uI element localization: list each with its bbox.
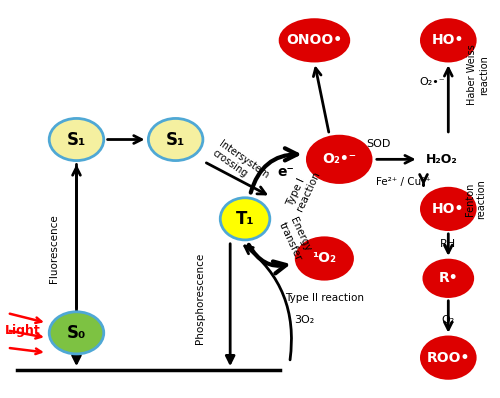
Ellipse shape: [307, 136, 372, 183]
Text: R•: R•: [438, 271, 458, 285]
Ellipse shape: [49, 119, 104, 160]
Text: Fluorescence: Fluorescence: [49, 214, 59, 283]
Text: HO•: HO•: [432, 202, 464, 216]
Text: O₂•⁻: O₂•⁻: [420, 78, 446, 88]
Text: ¹O₂: ¹O₂: [312, 252, 336, 265]
Ellipse shape: [220, 198, 270, 240]
Ellipse shape: [280, 19, 349, 61]
Ellipse shape: [421, 188, 476, 230]
Text: Fe²⁺ / Cu²⁺: Fe²⁺ / Cu²⁺: [376, 177, 431, 187]
Text: RH: RH: [440, 239, 456, 249]
Text: S₁: S₁: [166, 131, 186, 148]
Ellipse shape: [148, 119, 203, 160]
Text: S₁: S₁: [67, 131, 86, 148]
Text: O₂•⁻: O₂•⁻: [322, 152, 356, 166]
Text: 3O₂: 3O₂: [294, 316, 314, 326]
Ellipse shape: [296, 238, 353, 279]
Text: ROO•: ROO•: [426, 351, 470, 365]
Text: Light: Light: [4, 324, 41, 337]
Text: e⁻: e⁻: [278, 165, 294, 179]
Text: T₁: T₁: [236, 210, 255, 228]
Text: O₂: O₂: [442, 316, 455, 326]
Text: ONOO•: ONOO•: [286, 33, 343, 47]
Text: HO•: HO•: [432, 33, 464, 47]
Ellipse shape: [421, 19, 476, 61]
Ellipse shape: [424, 260, 473, 297]
Text: Energy
transfer: Energy transfer: [278, 215, 314, 262]
Ellipse shape: [49, 312, 104, 354]
Text: Phosphorescence: Phosphorescence: [196, 252, 205, 344]
Text: Intersystem
crossing: Intersystem crossing: [210, 139, 270, 190]
Text: Type I
reaction: Type I reaction: [284, 165, 323, 213]
Text: Type II reaction: Type II reaction: [285, 293, 364, 303]
Text: S₀: S₀: [67, 324, 86, 342]
Text: H₂O₂: H₂O₂: [426, 153, 458, 166]
Text: SOD: SOD: [366, 139, 391, 149]
Text: Fenton
reaction: Fenton reaction: [465, 179, 486, 219]
Text: Haber Weiss
reaction: Haber Weiss reaction: [468, 45, 489, 105]
Ellipse shape: [421, 337, 476, 379]
